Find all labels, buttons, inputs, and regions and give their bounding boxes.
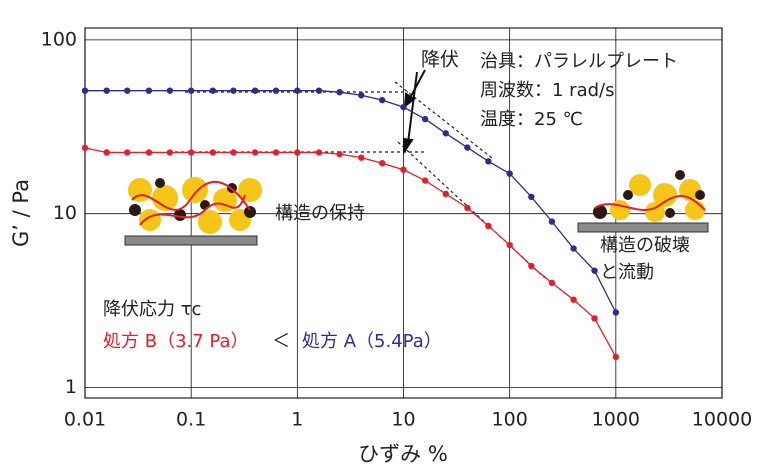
data-point xyxy=(358,154,365,161)
annotation: 処方 B（3.7 Pa） xyxy=(103,331,249,352)
data-point xyxy=(358,92,365,99)
data-point xyxy=(294,149,301,156)
data-point xyxy=(612,353,620,361)
data-point xyxy=(442,130,449,137)
data-point xyxy=(81,144,89,152)
x-tick-label: 100 xyxy=(492,409,528,431)
data-point xyxy=(485,222,492,230)
annotation: 周波数：1 rad/s xyxy=(480,80,614,101)
data-point xyxy=(400,103,407,111)
data-point xyxy=(591,267,598,274)
annotation: 構造の保持 xyxy=(275,203,365,224)
data-point xyxy=(421,177,429,184)
x-axis-label: ひずみ % xyxy=(358,442,448,466)
data-point xyxy=(209,149,217,156)
x-tick-label: 1000 xyxy=(592,409,640,431)
annotation: 処方 A（5.4Pa） xyxy=(302,331,442,352)
data-point xyxy=(378,160,386,167)
data-point xyxy=(251,149,259,156)
data-point xyxy=(528,193,535,201)
data-point xyxy=(124,87,131,94)
data-point xyxy=(209,87,217,94)
structure-kept xyxy=(124,177,262,246)
y-tick-label: 1 xyxy=(65,376,77,398)
series-line xyxy=(84,147,617,358)
annotation: 治具：パラレルプレート xyxy=(480,51,678,72)
data-point xyxy=(378,96,386,104)
data-point xyxy=(570,245,577,252)
data-point xyxy=(506,241,513,249)
series-line xyxy=(85,90,617,313)
data-point xyxy=(230,149,237,156)
data-point xyxy=(124,149,131,156)
yield-arrows xyxy=(403,69,426,156)
x-tick-label: 0.01 xyxy=(64,409,106,431)
data-point xyxy=(548,279,556,287)
data-point xyxy=(400,166,407,173)
x-tick-label: 10000 xyxy=(692,409,752,431)
data-point xyxy=(81,87,89,94)
data-point xyxy=(548,218,556,225)
data-point xyxy=(145,149,153,156)
data-point xyxy=(103,149,110,156)
x-tick-label: 10 xyxy=(391,409,415,431)
structure-broken xyxy=(577,170,709,233)
data-point xyxy=(272,87,280,94)
data-point xyxy=(187,87,195,94)
data-point xyxy=(315,149,323,156)
data-point xyxy=(612,309,620,316)
data-point xyxy=(442,190,449,198)
data-point xyxy=(294,87,301,94)
y-tick-label: 10 xyxy=(53,202,77,224)
annotation: 降伏 xyxy=(421,49,459,71)
annotation: と流動 xyxy=(600,262,654,283)
data-point xyxy=(591,315,598,322)
y-tick-label: 100 xyxy=(41,28,77,50)
annotation: ＜ xyxy=(272,331,290,352)
data-point xyxy=(464,144,471,151)
x-tick-label: 0.1 xyxy=(176,409,206,431)
data-point xyxy=(166,149,174,156)
data-point xyxy=(251,87,259,94)
data-point xyxy=(528,262,535,270)
data-point xyxy=(421,115,429,123)
annotation: 構造の破壊 xyxy=(600,235,690,256)
data-point xyxy=(145,87,153,94)
data-point xyxy=(464,204,471,212)
data-point xyxy=(230,87,237,94)
data-point xyxy=(315,87,323,94)
data-point xyxy=(506,170,513,177)
data-point xyxy=(570,296,577,303)
annotation: 降伏応力 τc xyxy=(103,299,201,320)
data-point xyxy=(103,87,110,94)
x-tick-label: 1 xyxy=(291,409,303,431)
data-point xyxy=(485,158,492,165)
data-point xyxy=(336,88,343,96)
data-point xyxy=(187,149,195,156)
data-point xyxy=(272,149,280,156)
y-axis-label: G’ / Pa xyxy=(9,179,33,247)
annotation: 温度：25 ℃ xyxy=(480,109,583,130)
data-point xyxy=(336,150,343,158)
data-point xyxy=(166,87,174,94)
